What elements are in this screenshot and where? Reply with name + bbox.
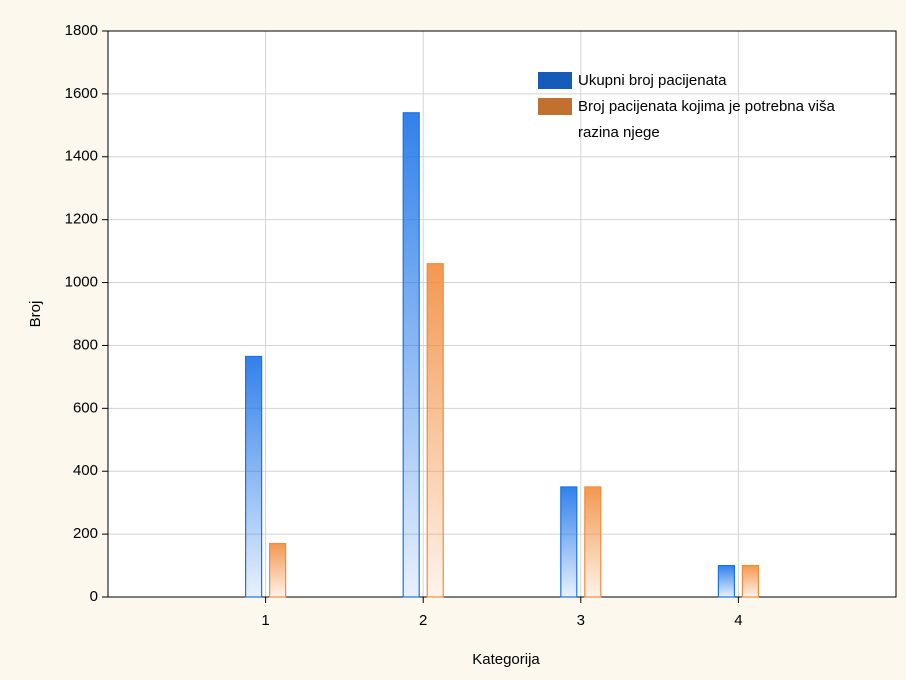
bar — [717, 564, 736, 598]
plot-frame — [107, 30, 897, 598]
y-tick-label: 1200 — [65, 211, 98, 228]
y-tick-label: 1800 — [65, 22, 98, 39]
plot-background — [108, 31, 896, 597]
bar — [560, 486, 578, 598]
y-tick-label: 800 — [73, 336, 98, 353]
legend-swatch — [538, 98, 572, 115]
legend-item: Broj pacijenata kojima je potrebna viša … — [538, 94, 858, 146]
legend-swatch — [538, 72, 572, 89]
y-tick-label: 1400 — [65, 148, 98, 165]
bar — [402, 112, 420, 598]
bar — [584, 486, 602, 598]
x-tick-label: 1 — [261, 612, 269, 629]
x-axis-label: Kategorija — [472, 651, 540, 668]
bar — [426, 263, 444, 598]
legend-item: Ukupni broj pacijenata — [538, 68, 858, 94]
y-tick-label: 1600 — [65, 85, 98, 102]
bar — [741, 564, 760, 598]
x-tick-label: 3 — [577, 612, 585, 629]
legend: Ukupni broj pacijenata Broj pacijenata ko… — [538, 68, 858, 146]
legend-label: Ukupni broj pacijenata — [578, 72, 727, 89]
y-tick-label: 600 — [73, 399, 98, 416]
y-tick-label: 0 — [90, 588, 98, 605]
y-tick-label: 1000 — [65, 274, 98, 291]
x-tick-label: 4 — [734, 612, 742, 629]
y-axis-label: Broj — [27, 301, 44, 328]
y-tick-label: 200 — [73, 525, 98, 542]
bar — [245, 355, 263, 598]
bar — [269, 542, 287, 598]
legend-label: Broj pacijenata kojima je potrebna viša … — [578, 98, 835, 141]
x-tick-label: 2 — [419, 612, 427, 629]
y-tick-label: 400 — [73, 462, 98, 479]
